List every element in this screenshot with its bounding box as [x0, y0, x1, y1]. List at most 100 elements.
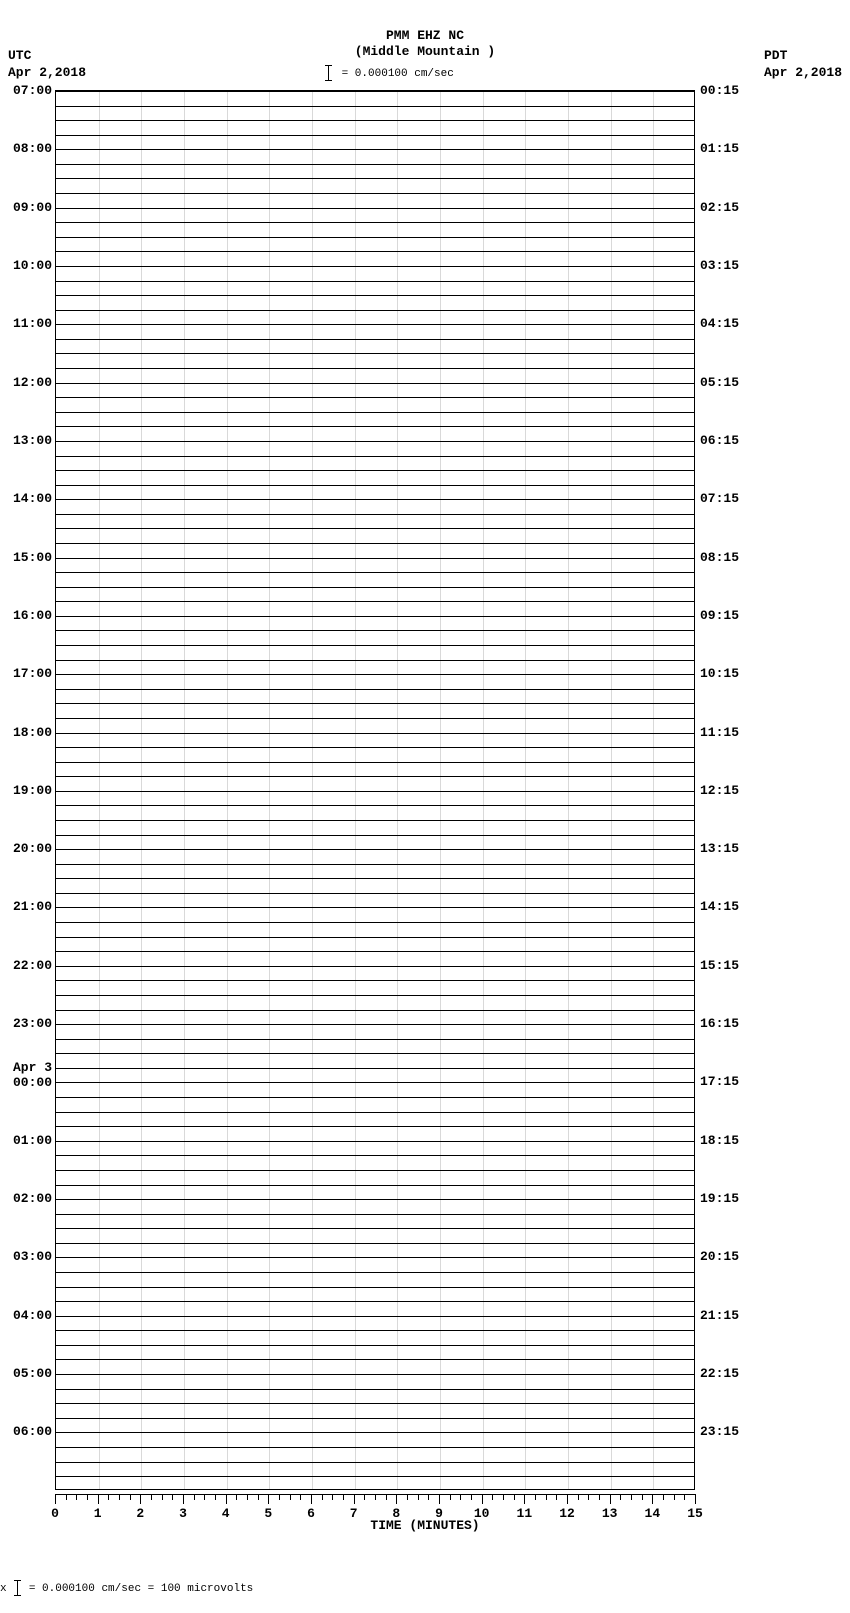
local-hour-label: 15:15: [700, 958, 739, 973]
local-hour-label: 05:15: [700, 375, 739, 390]
utc-hour-label: 10:00: [4, 258, 52, 273]
seismic-trace: [56, 805, 694, 806]
seismic-trace: [56, 1418, 694, 1419]
seismic-trace: [56, 397, 694, 398]
seismic-trace: [56, 630, 694, 631]
seismic-trace: [56, 1228, 694, 1229]
local-hour-label: 22:15: [700, 1366, 739, 1381]
seismic-trace: [56, 674, 694, 675]
seismic-trace: [56, 907, 694, 908]
x-tick-major: [567, 1494, 568, 1504]
utc-hour-label: 12:00: [4, 375, 52, 390]
seismic-trace: [56, 368, 694, 369]
utc-hour-label: Apr 300:00: [4, 1060, 52, 1090]
utc-hour-label: 06:00: [4, 1424, 52, 1439]
utc-hour-label: 21:00: [4, 899, 52, 914]
seismic-trace: [56, 893, 694, 894]
minute-gridline: [483, 91, 484, 1489]
minute-gridline: [611, 91, 612, 1489]
seismic-trace: [56, 1068, 694, 1069]
seismic-trace: [56, 572, 694, 573]
seismic-trace: [56, 426, 694, 427]
local-hour-label: 19:15: [700, 1191, 739, 1206]
utc-hour-label: 22:00: [4, 958, 52, 973]
seismic-trace: [56, 470, 694, 471]
seismic-trace: [56, 601, 694, 602]
seismic-trace: [56, 106, 694, 107]
local-hour-label: 18:15: [700, 1133, 739, 1148]
x-axis-title: TIME (MINUTES): [0, 1518, 850, 1533]
local-hour-label: 08:15: [700, 550, 739, 565]
x-tick-major: [482, 1494, 483, 1504]
seismic-trace: [56, 718, 694, 719]
minute-gridline: [397, 91, 398, 1489]
local-hour-label: 13:15: [700, 841, 739, 856]
seismic-trace: [56, 281, 694, 282]
seismic-trace: [56, 747, 694, 748]
minute-gridline: [525, 91, 526, 1489]
minute-gridline: [312, 91, 313, 1489]
utc-hour-label: 07:00: [4, 83, 52, 98]
utc-hour-label: 16:00: [4, 608, 52, 623]
seismic-trace: [56, 91, 694, 92]
minute-gridline: [227, 91, 228, 1489]
seismic-trace: [56, 1039, 694, 1040]
x-tick-major: [140, 1494, 141, 1504]
seismic-trace: [56, 980, 694, 981]
utc-hour-label: 20:00: [4, 841, 52, 856]
tz-left-date: Apr 2,2018: [8, 65, 86, 82]
seismic-trace: [56, 1155, 694, 1156]
utc-hour-label: 17:00: [4, 666, 52, 681]
local-hour-label: 00:15: [700, 83, 739, 98]
x-tick-major: [695, 1494, 696, 1504]
seismic-trace: [56, 645, 694, 646]
local-hour-label: 06:15: [700, 433, 739, 448]
minute-gridline: [440, 91, 441, 1489]
seismic-trace: [56, 951, 694, 952]
seismic-trace: [56, 193, 694, 194]
minute-gridline: [184, 91, 185, 1489]
seismic-trace: [56, 441, 694, 442]
seismic-trace: [56, 251, 694, 252]
seismic-trace: [56, 208, 694, 209]
x-tick-major: [311, 1494, 312, 1504]
seismic-trace: [56, 120, 694, 121]
utc-hour-label: 23:00: [4, 1016, 52, 1031]
seismic-trace: [56, 528, 694, 529]
local-hour-label: 01:15: [700, 141, 739, 156]
footer-prefix: x: [0, 1583, 7, 1595]
x-tick-major: [226, 1494, 227, 1504]
seismic-trace: [56, 1185, 694, 1186]
seismic-trace: [56, 222, 694, 223]
minute-gridline: [653, 91, 654, 1489]
utc-hour-label: 04:00: [4, 1308, 52, 1323]
seismic-trace: [56, 864, 694, 865]
seismic-trace: [56, 1097, 694, 1098]
local-hour-label: 17:15: [700, 1074, 739, 1089]
seismic-trace: [56, 937, 694, 938]
x-axis-baseline: [55, 1494, 695, 1495]
utc-hour-label: 15:00: [4, 550, 52, 565]
seismic-trace: [56, 849, 694, 850]
x-tick-major: [396, 1494, 397, 1504]
seismic-trace: [56, 587, 694, 588]
local-hour-label: 10:15: [700, 666, 739, 681]
utc-hour-label: 02:00: [4, 1191, 52, 1206]
seismic-trace: [56, 660, 694, 661]
footer-scale: x = 0.000100 cm/sec = 100 microvolts: [0, 1580, 253, 1596]
seismic-trace: [56, 1476, 694, 1477]
seismic-trace: [56, 1199, 694, 1200]
seismic-trace: [56, 1257, 694, 1258]
minute-gridline: [355, 91, 356, 1489]
seismic-trace: [56, 1243, 694, 1244]
seismic-trace: [56, 1301, 694, 1302]
seismic-trace: [56, 558, 694, 559]
x-tick-major: [439, 1494, 440, 1504]
x-tick-major: [652, 1494, 653, 1504]
seismic-trace: [56, 878, 694, 879]
seismic-trace: [56, 1447, 694, 1448]
seismic-trace: [56, 1053, 694, 1054]
x-tick-major: [183, 1494, 184, 1504]
seismic-trace: [56, 339, 694, 340]
utc-hour-label: 01:00: [4, 1133, 52, 1148]
